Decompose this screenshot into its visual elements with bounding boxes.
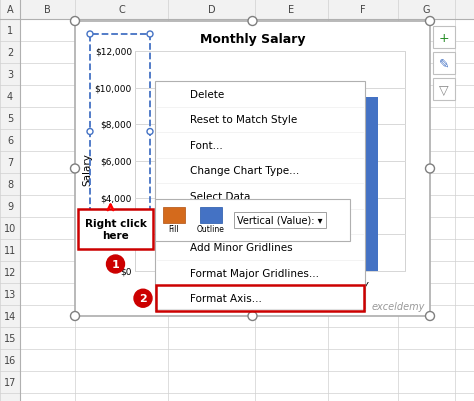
Text: May: May [169,279,191,289]
Text: C: C [118,5,125,15]
Bar [433,27,455,49]
Circle shape [71,18,80,26]
Bar [155,82,365,311]
Text: F: F [360,5,366,15]
Bar [78,209,153,249]
Text: Font...: Font... [190,140,223,150]
Text: Monthly Salary: Monthly Salary [200,33,305,47]
Circle shape [71,164,80,174]
Circle shape [426,164,435,174]
Text: ▽: ▽ [439,83,449,96]
Text: Outline: Outline [197,225,225,234]
Bar [200,207,222,223]
Bar [156,286,364,311]
Bar [75,22,430,316]
Bar [162,244,198,271]
Text: 1: 1 [7,26,13,36]
Text: $2,000: $2,000 [100,230,132,239]
Bar [342,97,378,271]
Text: Fill: Fill [169,225,179,234]
Text: 6: 6 [7,136,13,146]
Text: 7: 7 [7,158,13,168]
Text: $10,000: $10,000 [95,84,132,93]
Text: $8,000: $8,000 [100,121,132,130]
Text: +: + [439,31,449,45]
Text: Select Data...: Select Data... [190,192,261,201]
Text: 3-D Rotation...: 3-D Rotation... [190,217,265,227]
Text: 13: 13 [4,289,16,299]
Text: 5: 5 [7,114,13,124]
Bar [433,79,455,101]
Bar [163,207,185,223]
Text: July: July [351,279,369,289]
Circle shape [107,255,125,273]
Text: 1: 1 [111,259,119,269]
Text: 2: 2 [7,48,13,58]
Text: 12: 12 [4,267,16,277]
Circle shape [248,18,257,26]
Text: June: June [259,279,281,289]
Text: 15: 15 [4,333,16,343]
Text: ✎: ✎ [439,57,449,70]
Bar [433,53,455,75]
Text: Delete: Delete [190,89,224,99]
Bar [252,180,288,271]
Text: 16: 16 [4,355,16,365]
Text: Right click
here: Right click here [84,219,146,240]
Text: Reset to Match Style: Reset to Match Style [190,115,297,125]
Text: 3: 3 [7,70,13,80]
Text: 17: 17 [4,377,16,387]
Bar [155,200,350,241]
Text: $4,000: $4,000 [100,194,132,203]
Text: 4: 4 [7,92,13,102]
Text: E: E [289,5,294,15]
Text: 14: 14 [4,311,16,321]
Circle shape [147,129,153,135]
Circle shape [147,227,153,233]
Text: Add Minor Gridlines: Add Minor Gridlines [190,243,292,253]
Text: 8: 8 [7,180,13,190]
Circle shape [426,312,435,321]
Text: 10: 10 [4,223,16,233]
Text: 11: 11 [4,245,16,255]
Bar [90,35,150,229]
Text: G: G [423,5,430,15]
Text: Change Chart Type...: Change Chart Type... [190,166,299,176]
Bar [0,0,474,20]
Text: A: A [7,5,13,15]
Text: exceldemy: exceldemy [372,301,425,311]
Text: $12,000: $12,000 [95,47,132,57]
Text: Salary: Salary [82,153,92,186]
Text: 9: 9 [7,201,13,211]
Text: $6,000: $6,000 [100,157,132,166]
Bar [0,0,20,401]
Text: B: B [44,5,51,15]
Bar [135,52,405,271]
Text: $0: $0 [120,267,132,276]
Circle shape [71,312,80,321]
Circle shape [147,32,153,38]
Circle shape [87,227,93,233]
Circle shape [134,290,152,308]
Circle shape [117,227,123,233]
Circle shape [248,312,257,321]
Circle shape [426,18,435,26]
Text: Vertical (Value): ▾: Vertical (Value): ▾ [237,215,323,225]
Text: 2: 2 [139,294,147,304]
Circle shape [87,32,93,38]
Circle shape [87,129,93,135]
Text: D: D [208,5,215,15]
Text: Format Major Gridlines...: Format Major Gridlines... [190,268,319,278]
Text: Format Axis...: Format Axis... [190,294,262,304]
